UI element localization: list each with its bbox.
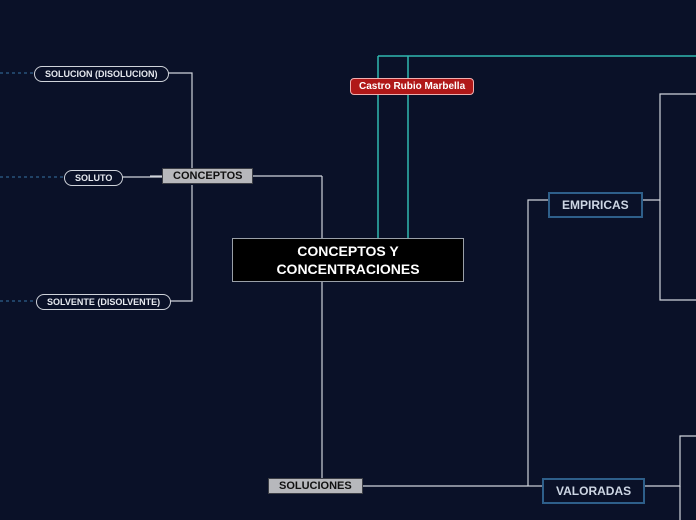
author-badge: Castro Rubio Marbella (350, 78, 474, 95)
node-solvente[interactable]: SOLVENTE (DISOLVENTE) (36, 294, 171, 310)
node-conceptos-label: CONCEPTOS (173, 170, 242, 182)
node-valoradas[interactable]: VALORADAS (542, 478, 645, 504)
node-soluto[interactable]: SOLUTO (64, 170, 123, 186)
node-empiricas-label: EMPIRICAS (562, 198, 629, 212)
node-valoradas-label: VALORADAS (556, 484, 631, 498)
node-conceptos[interactable]: CONCEPTOS (162, 168, 253, 184)
mindmap-canvas: CONCEPTOS Y CONCENTRACIONES Castro Rubio… (0, 0, 696, 520)
author-label: Castro Rubio Marbella (359, 81, 465, 92)
node-solucion[interactable]: SOLUCION (DISOLUCION) (34, 66, 169, 82)
node-soluto-label: SOLUTO (75, 173, 112, 183)
root-label: CONCEPTOS Y CONCENTRACIONES (233, 242, 463, 278)
node-soluciones[interactable]: SOLUCIONES (268, 478, 363, 494)
node-soluciones-label: SOLUCIONES (279, 480, 352, 492)
root-node[interactable]: CONCEPTOS Y CONCENTRACIONES (232, 238, 464, 282)
node-solvente-label: SOLVENTE (DISOLVENTE) (47, 297, 160, 307)
node-solucion-label: SOLUCION (DISOLUCION) (45, 69, 158, 79)
node-empiricas[interactable]: EMPIRICAS (548, 192, 643, 218)
